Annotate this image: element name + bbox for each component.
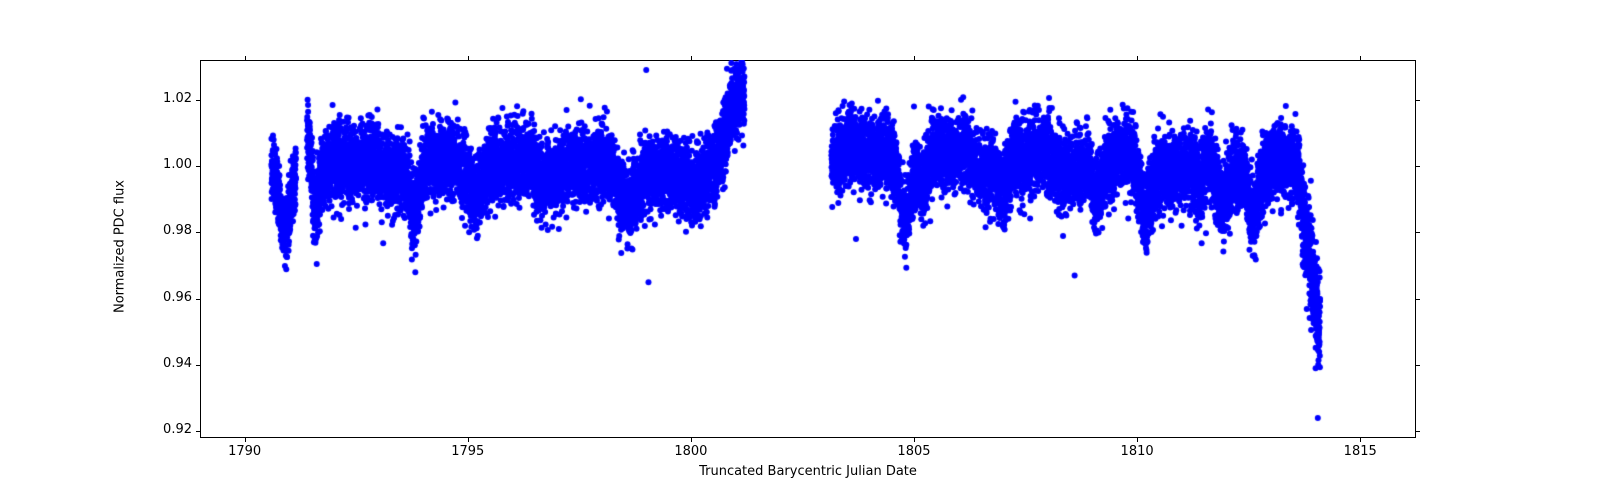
ytick-label: 0.94 [144,356,192,371]
ytick-mark [196,166,200,167]
ytick-mark [196,365,200,366]
xtick-mark-top [1360,56,1361,60]
ytick-mark [196,299,200,300]
ytick-label: 0.98 [144,223,192,238]
ytick-mark-right [1416,299,1420,300]
chart-figure: Normalized PDC flux Truncated Barycentri… [0,0,1600,500]
xtick-label: 1790 [215,444,275,459]
ytick-mark [196,431,200,432]
scatter-canvas [200,60,1416,438]
xtick-label: 1810 [1107,444,1167,459]
xtick-mark-top [245,56,246,60]
ytick-label: 1.00 [144,157,192,172]
y-axis-label: Normalized PDC flux [113,147,128,347]
ytick-mark-right [1416,166,1420,167]
xtick-mark-top [914,56,915,60]
xtick-label: 1815 [1330,444,1390,459]
xtick-mark [468,438,469,442]
xtick-mark [691,438,692,442]
xtick-mark [245,438,246,442]
xtick-mark [1360,438,1361,442]
xtick-mark-top [691,56,692,60]
xtick-mark [1137,438,1138,442]
ytick-mark-right [1416,365,1420,366]
xtick-mark-top [468,56,469,60]
ytick-mark-right [1416,100,1420,101]
ytick-label: 1.02 [144,91,192,106]
ytick-mark [196,100,200,101]
ytick-label: 0.96 [144,290,192,305]
ytick-mark [196,232,200,233]
x-axis-label: Truncated Barycentric Julian Date [200,464,1416,479]
xtick-label: 1795 [438,444,498,459]
xtick-label: 1800 [661,444,721,459]
xtick-label: 1805 [884,444,944,459]
xtick-mark-top [1137,56,1138,60]
ytick-mark-right [1416,431,1420,432]
xtick-mark [914,438,915,442]
ytick-label: 0.92 [144,422,192,437]
ytick-mark-right [1416,232,1420,233]
